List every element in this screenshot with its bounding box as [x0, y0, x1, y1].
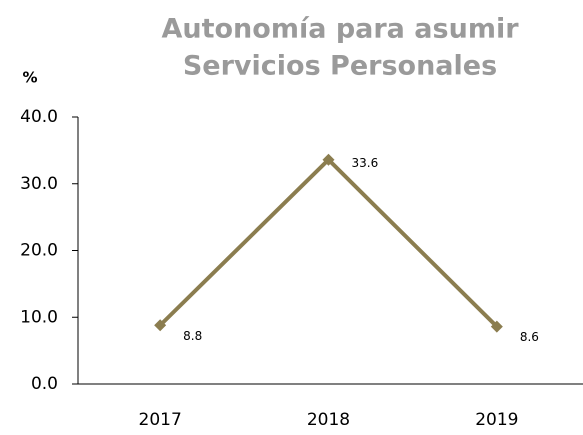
marker — [322, 153, 335, 166]
data-label: 33.6 — [352, 156, 379, 170]
chart-title: Autonomía para asumir — [161, 14, 519, 45]
y-tick-label: 10.0 — [20, 307, 58, 327]
x-tick-label: 2017 — [139, 410, 182, 430]
x-tick-label: 2018 — [307, 410, 350, 430]
y-tick-label: 40.0 — [20, 107, 58, 127]
chart-title: Servicios Personales — [183, 51, 497, 82]
y-axis-label: % — [22, 69, 37, 87]
marker — [154, 319, 167, 332]
x-tick-label: 2019 — [475, 410, 518, 430]
y-tick-label: 30.0 — [20, 174, 58, 194]
data-label: 8.8 — [183, 329, 202, 343]
data-label: 8.6 — [520, 330, 539, 344]
y-tick-label: 20.0 — [20, 241, 58, 261]
y-tick-label: 0.0 — [31, 374, 58, 394]
marker — [490, 320, 503, 333]
line — [158, 156, 499, 329]
